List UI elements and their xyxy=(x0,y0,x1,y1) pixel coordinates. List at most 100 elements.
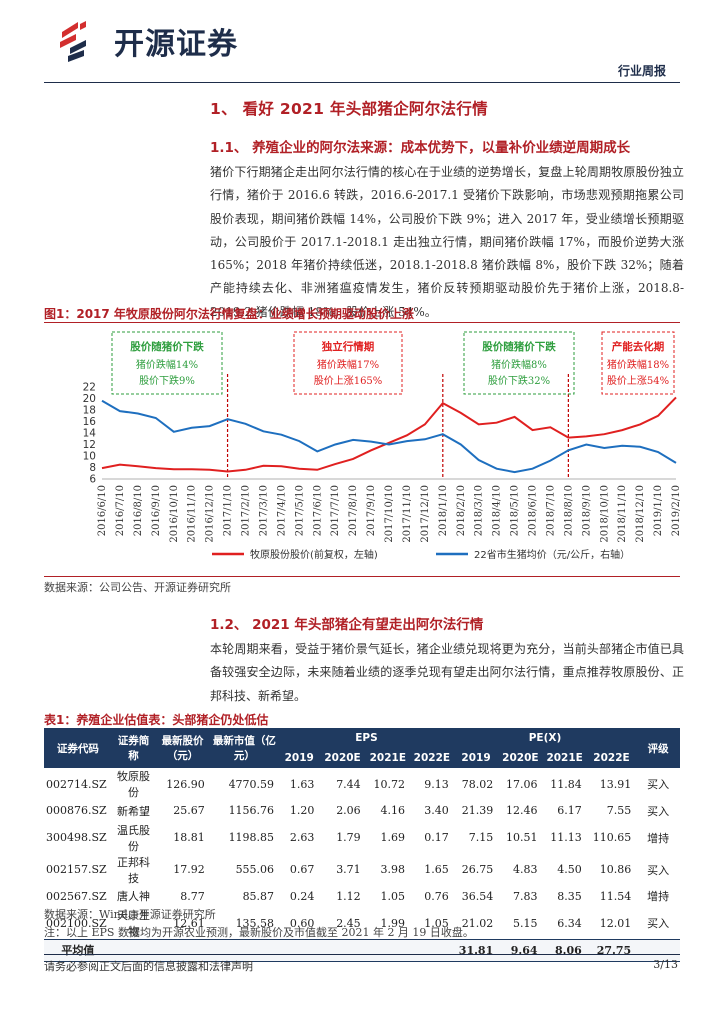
x-tick-label: 2017/1/10 xyxy=(223,485,234,536)
row-price: 126.90 xyxy=(166,777,205,791)
th-name: 证券简称 xyxy=(111,728,156,768)
x-tick-label: 2018/11/10 xyxy=(617,485,628,543)
row-pe: 12.01 xyxy=(599,916,632,930)
row-name: 天康生物 xyxy=(117,909,151,938)
x-tick-label: 2017/4/10 xyxy=(276,485,287,536)
x-tick-label: 2017/8/10 xyxy=(348,485,359,536)
company-logo: 开源证券 xyxy=(56,18,238,64)
row-pe: 11.84 xyxy=(550,777,582,791)
table-row: 300498.SZ 温氏股份 18.81 1198.85 2.63 1.79 1.69 0.1… xyxy=(44,822,680,854)
table-row: 002567.SZ 唐人神 8.77 85.87 0.24 1.12 1.05 0.76 36.… xyxy=(44,886,680,908)
row-eps: 3.40 xyxy=(424,804,449,818)
avg-empty-cell xyxy=(636,939,680,962)
row-name: 温氏股份 xyxy=(117,823,151,853)
row-eps: 2.45 xyxy=(336,916,361,930)
x-tick-label: 2016/12/10 xyxy=(205,485,216,543)
row-pe: 13.91 xyxy=(599,777,632,791)
row-code: 300498.SZ xyxy=(46,831,107,844)
row-rating: 买入 xyxy=(647,917,670,930)
row-eps: 1.69 xyxy=(380,831,405,844)
row-pe: 78.02 xyxy=(461,777,494,791)
row-pe: 10.86 xyxy=(599,863,632,876)
legend-label: 22省市生猪均价（元/公斤，右轴） xyxy=(474,548,630,561)
row-eps: 1.05 xyxy=(380,889,405,903)
th-rating: 评级 xyxy=(636,728,680,768)
x-tick-label: 2018/8/10 xyxy=(563,485,574,536)
row-eps: 2.06 xyxy=(336,804,361,818)
th-pe-year: 2022E xyxy=(586,748,637,768)
x-tick-label: 2017/2/10 xyxy=(241,485,252,536)
row-name: 正邦科技 xyxy=(117,855,151,885)
table-note: 注：以上 EPS 数据均为开源农业预测，最新股价及市值截至 2021 年 2 月… xyxy=(44,926,474,939)
row-pe: 11.54 xyxy=(599,889,632,903)
x-tick-label: 2017/12/10 xyxy=(420,485,431,543)
row-price: 8.77 xyxy=(180,889,205,903)
row-pe: 11.13 xyxy=(550,831,582,844)
x-tick-label: 2018/6/10 xyxy=(528,485,539,536)
x-tick-label: 2019/1/10 xyxy=(653,485,664,536)
x-tick-label: 2016/6/10 xyxy=(97,485,108,536)
y-tick-label: 14 xyxy=(83,428,97,440)
annotation-title: 独立行情期 xyxy=(321,340,375,353)
row-mcap: 1156.76 xyxy=(228,804,275,818)
x-tick-label: 2017/7/10 xyxy=(330,485,341,536)
annotation-box xyxy=(601,331,675,395)
x-tick-label: 2016/10/10 xyxy=(169,485,180,543)
x-tick-label: 2016/7/10 xyxy=(115,485,126,536)
x-tick-label: 2018/5/10 xyxy=(510,485,521,536)
th-eps-year: 2019 xyxy=(279,748,320,768)
series-line-stock-price xyxy=(101,396,677,473)
row-eps: 0.76 xyxy=(424,889,449,903)
th-eps: EPS xyxy=(279,728,454,748)
row-eps: 1.79 xyxy=(336,831,361,844)
row-mcap: 135.58 xyxy=(235,916,275,930)
row-code: 002157.SZ xyxy=(46,863,107,876)
annotation-line: 股价上涨165% xyxy=(314,375,383,387)
x-tick-label: 2018/2/10 xyxy=(456,485,467,536)
th-pe-year: 2020E xyxy=(498,748,543,768)
logo-text: 开源证券 xyxy=(114,27,238,62)
row-eps: 7.44 xyxy=(336,777,361,791)
row-pe: 21.39 xyxy=(461,804,494,818)
x-tick-label: 2017/11/10 xyxy=(402,485,413,543)
row-rating: 增持 xyxy=(647,831,670,845)
table-row: 002100.SZ 天康生物 12.61 135.58 0.60 2.45 1.99 1.05… xyxy=(44,907,680,940)
row-eps: 0.17 xyxy=(424,831,449,844)
row-pe: 17.06 xyxy=(506,777,538,791)
x-tick-label: 2017/10/10 xyxy=(384,485,395,543)
th-pe-year: 2021E xyxy=(542,748,587,768)
row-eps: 1.65 xyxy=(424,863,449,876)
th-mcap: 最新市值（亿元） xyxy=(209,728,280,768)
row-rating: 买入 xyxy=(647,778,670,791)
figure-bottom-rule xyxy=(44,576,680,577)
table-row-average: 平均值 31.81 9.64 8.06 27.75 xyxy=(44,939,680,962)
row-pe: 4.50 xyxy=(557,863,582,876)
x-tick-label: 2017/9/10 xyxy=(366,485,377,536)
figure-top-rule xyxy=(44,322,680,323)
th-pe: PE(X) xyxy=(453,728,637,748)
legend-label: 牧原股份股价(前复权，左轴) xyxy=(250,548,378,561)
row-pe: 12.46 xyxy=(506,804,538,818)
table-row: 002157.SZ 正邦科技 17.92 555.06 0.67 3.71 3.98 1.65… xyxy=(44,854,680,886)
table-row: 000876.SZ 新希望 25.67 1156.76 1.20 2.06 4.16 3.40… xyxy=(44,800,680,822)
row-pe: 110.65 xyxy=(592,831,632,844)
row-pe: 7.83 xyxy=(513,889,538,903)
header-divider xyxy=(44,82,680,83)
x-tick-label: 2019/2/10 xyxy=(671,485,680,536)
x-tick-label: 2017/3/10 xyxy=(258,485,269,536)
row-eps: 1.63 xyxy=(289,777,315,791)
row-eps: 1.05 xyxy=(424,916,449,930)
figure-title: 图1：2017 年牧原股份阿尔法行情复盘：业绩增长预期驱动股价上涨 xyxy=(44,307,414,321)
table-title: 表1：养殖企业估值表：头部猪企仍处低估 xyxy=(44,713,269,727)
x-tick-label: 2018/3/10 xyxy=(474,485,485,536)
row-price: 12.61 xyxy=(173,916,205,930)
annotation-line: 股价上涨54% xyxy=(607,375,669,387)
avg-pe: 27.75 xyxy=(586,939,637,962)
x-tick-label: 2017/5/10 xyxy=(294,485,305,536)
row-eps: 9.13 xyxy=(424,777,449,791)
avg-empty-cell xyxy=(111,939,156,962)
row-eps: 3.71 xyxy=(336,863,361,876)
row-mcap: 1198.85 xyxy=(228,831,275,844)
row-code: 000876.SZ xyxy=(46,804,107,818)
y-tick-label: 20 xyxy=(83,393,96,405)
